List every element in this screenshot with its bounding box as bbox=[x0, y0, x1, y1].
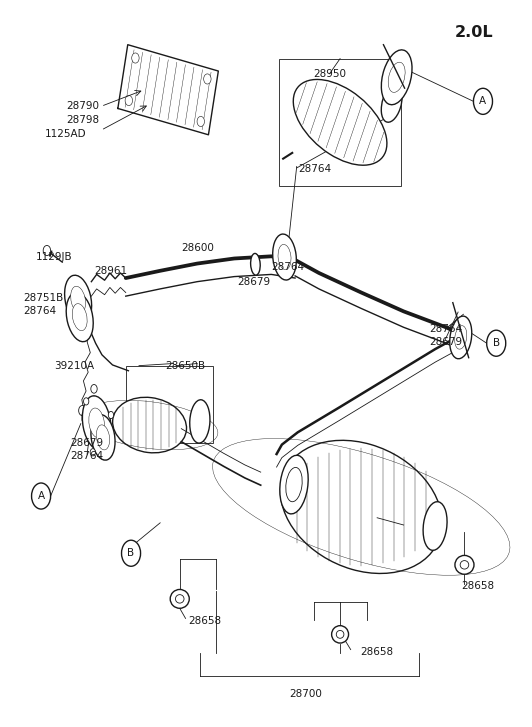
Text: 28658: 28658 bbox=[461, 581, 494, 591]
Ellipse shape bbox=[331, 626, 348, 643]
Text: 28950: 28950 bbox=[313, 69, 346, 79]
Text: 1125AD: 1125AD bbox=[45, 129, 86, 139]
Ellipse shape bbox=[71, 286, 86, 313]
Text: 28679: 28679 bbox=[237, 277, 270, 286]
Circle shape bbox=[197, 116, 204, 126]
Circle shape bbox=[31, 483, 51, 509]
Ellipse shape bbox=[190, 400, 210, 443]
Ellipse shape bbox=[91, 414, 115, 460]
Text: 28961: 28961 bbox=[94, 266, 127, 276]
Circle shape bbox=[90, 449, 95, 456]
Circle shape bbox=[79, 406, 86, 416]
Text: 28658: 28658 bbox=[361, 647, 394, 656]
Ellipse shape bbox=[286, 467, 302, 502]
Text: A: A bbox=[479, 97, 487, 106]
Text: B: B bbox=[493, 338, 500, 348]
Text: 28798: 28798 bbox=[66, 115, 99, 125]
Ellipse shape bbox=[273, 234, 296, 280]
Ellipse shape bbox=[423, 502, 447, 550]
Ellipse shape bbox=[388, 63, 405, 92]
Ellipse shape bbox=[336, 630, 344, 638]
Ellipse shape bbox=[64, 276, 92, 324]
Circle shape bbox=[132, 53, 139, 63]
Text: 28764: 28764 bbox=[298, 164, 331, 174]
Ellipse shape bbox=[455, 326, 467, 349]
Ellipse shape bbox=[72, 304, 87, 331]
Circle shape bbox=[204, 74, 211, 84]
Ellipse shape bbox=[176, 595, 184, 603]
Ellipse shape bbox=[278, 244, 291, 270]
Circle shape bbox=[487, 330, 506, 356]
Ellipse shape bbox=[450, 316, 472, 358]
Circle shape bbox=[84, 398, 89, 405]
Text: 28679: 28679 bbox=[429, 337, 462, 347]
Ellipse shape bbox=[66, 292, 93, 342]
Ellipse shape bbox=[251, 254, 260, 275]
Text: 28700: 28700 bbox=[289, 689, 322, 699]
Ellipse shape bbox=[280, 441, 442, 574]
Text: 28751B: 28751B bbox=[23, 293, 64, 303]
Text: A: A bbox=[38, 491, 45, 501]
Circle shape bbox=[125, 95, 132, 105]
Ellipse shape bbox=[455, 555, 474, 574]
Text: 28790: 28790 bbox=[66, 101, 99, 111]
Text: 39210A: 39210A bbox=[54, 361, 95, 371]
Circle shape bbox=[91, 385, 97, 393]
Ellipse shape bbox=[280, 455, 308, 514]
Text: 28600: 28600 bbox=[181, 243, 214, 252]
Text: B: B bbox=[128, 548, 135, 558]
Text: 28679: 28679 bbox=[70, 438, 103, 448]
Circle shape bbox=[473, 88, 493, 114]
Text: 28658: 28658 bbox=[188, 616, 222, 626]
Circle shape bbox=[43, 246, 51, 256]
Ellipse shape bbox=[89, 408, 104, 438]
Ellipse shape bbox=[460, 561, 469, 569]
Bar bbox=[279, 59, 401, 186]
Bar bbox=[126, 366, 213, 443]
Ellipse shape bbox=[381, 84, 402, 122]
Ellipse shape bbox=[96, 425, 110, 450]
Circle shape bbox=[109, 411, 114, 419]
Ellipse shape bbox=[82, 396, 111, 450]
Text: 2.0L: 2.0L bbox=[455, 25, 494, 39]
Ellipse shape bbox=[113, 397, 187, 453]
Text: 28764: 28764 bbox=[70, 451, 103, 461]
Ellipse shape bbox=[170, 590, 189, 608]
Ellipse shape bbox=[381, 50, 412, 105]
Ellipse shape bbox=[293, 79, 387, 165]
Circle shape bbox=[121, 540, 140, 566]
Text: 28764: 28764 bbox=[429, 324, 462, 334]
Text: 28650B: 28650B bbox=[165, 361, 205, 371]
Text: 28764: 28764 bbox=[23, 305, 57, 316]
Text: 1129JB: 1129JB bbox=[36, 252, 72, 262]
Text: 28764: 28764 bbox=[271, 262, 304, 272]
